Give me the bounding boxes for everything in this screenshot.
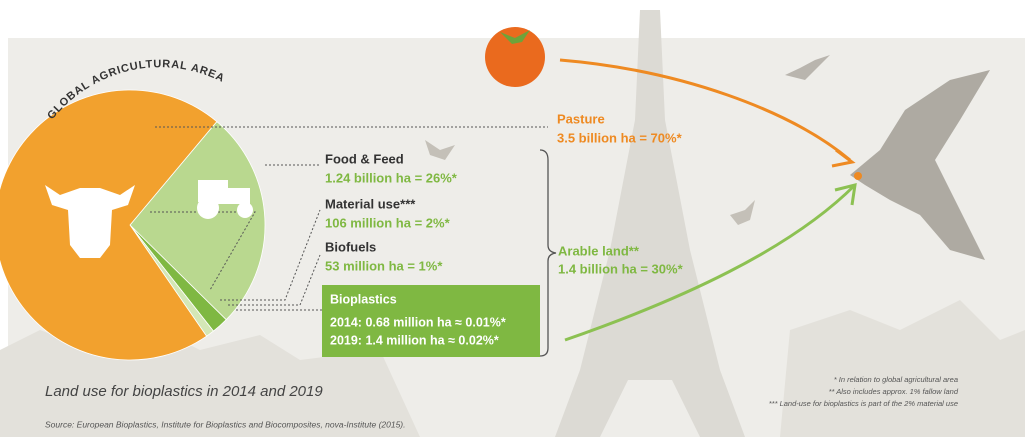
footnote: *** Land-use for bioplastics is part of …: [769, 399, 958, 408]
bioplastics-box: [322, 285, 540, 357]
slice-label: Food & Feed: [325, 151, 404, 166]
tractor-icon: [197, 180, 253, 219]
slice-label: Pasture: [557, 111, 605, 126]
leader: [150, 211, 256, 291]
bioplastics-title: Bioplastics: [330, 292, 397, 306]
slice-label: Biofuels: [325, 239, 376, 254]
arrow-head: [834, 182, 857, 206]
group-value: 1.4 billion ha = 30%*: [558, 261, 684, 276]
cow-icon: [45, 185, 135, 258]
source: Source: European Bioplastics, Institute …: [45, 419, 406, 429]
pie-slice: [129, 121, 266, 321]
arrow: [559, 58, 851, 162]
tomato: [485, 27, 545, 87]
tower: [555, 10, 745, 437]
bioplastics-line: 2019: 1.4 million ha ≈ 0.02%*: [330, 333, 499, 347]
bird: [730, 200, 755, 225]
dove-beak: [854, 172, 862, 180]
leader: [220, 209, 321, 301]
footnote: * In relation to global agricultural are…: [834, 375, 958, 384]
pie: [0, 89, 266, 361]
bird: [785, 55, 830, 80]
arrow: [564, 183, 857, 342]
slice-value: 1.24 billion ha = 26%*: [325, 170, 458, 185]
bioplastics-line: 2014: 0.68 million ha ≈ 0.01%*: [330, 315, 506, 329]
slice-value: 53 million ha = 1%*: [325, 258, 443, 273]
bird: [425, 140, 455, 160]
group-label: Arable land**: [558, 243, 640, 258]
leader: [228, 254, 321, 306]
bracket: [539, 149, 557, 357]
footnote: ** Also includes approx. 1% fallow land: [829, 387, 959, 396]
subtitle: Land use for bioplastics in 2014 and 201…: [45, 383, 323, 400]
slice-value: 106 million ha = 2%*: [325, 215, 451, 230]
dove: [850, 70, 990, 260]
slice-label: Material use***: [325, 196, 416, 211]
trees: [780, 300, 1025, 437]
arrow-head: [831, 148, 856, 168]
tomato-leaf: [500, 30, 530, 44]
slice-value: 3.5 billion ha = 70%*: [557, 130, 683, 145]
